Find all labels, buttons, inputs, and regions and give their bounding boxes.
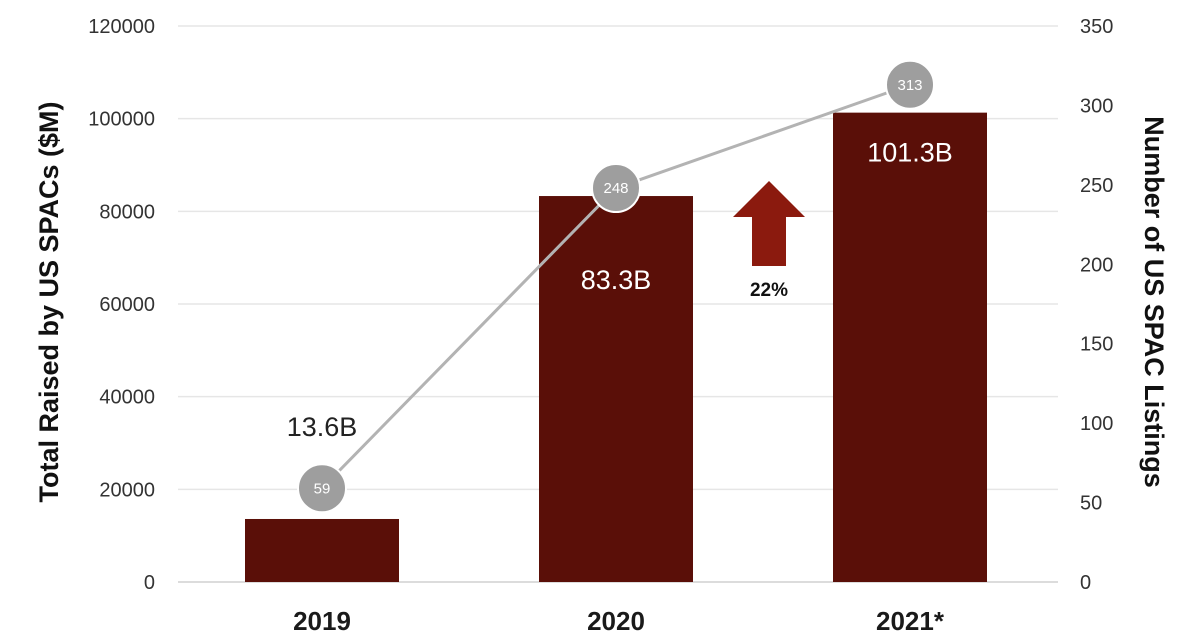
left-axis-ticks: 0 20000 40000 60000 80000 100000 120000 (88, 16, 155, 594)
bar (539, 196, 693, 582)
line-point (297, 463, 347, 514)
up-arrow-icon (733, 181, 805, 266)
category-labels: 2019 2020 2021* (293, 606, 945, 636)
right-tick-label: 0 (1080, 572, 1091, 594)
left-tick-label: 0 (144, 572, 155, 594)
left-axis-title: Total Raised by US SPACs ($M) (34, 101, 64, 502)
line-series: 59 248 313 (297, 59, 935, 514)
category-label: 2020 (587, 606, 645, 636)
bar (245, 518, 399, 582)
category-label: 2021* (876, 606, 945, 636)
bar-data-label: 101.3B (867, 138, 953, 168)
line-point-label: 248 (603, 180, 628, 197)
right-tick-label: 100 (1080, 413, 1113, 435)
line-point (591, 163, 641, 214)
bar-data-label: 83.3B (581, 265, 652, 295)
bar (833, 112, 987, 582)
bar-data-labels: 13.6B 83.3B 101.3B (287, 138, 953, 442)
right-axis-ticks: 0 50 100 150 200 250 300 350 (1080, 16, 1113, 594)
right-tick-label: 150 (1080, 334, 1113, 356)
left-tick-label: 80000 (99, 201, 155, 223)
left-tick-label: 40000 (99, 387, 155, 409)
category-label: 2019 (293, 606, 351, 636)
line-point-label: 313 (897, 77, 922, 94)
line-point-label: 59 (314, 480, 331, 497)
bar-data-label: 13.6B (287, 412, 358, 442)
right-tick-label: 50 (1080, 493, 1102, 515)
right-tick-label: 350 (1080, 16, 1113, 38)
growth-annotation: 22% (733, 181, 805, 301)
left-tick-label: 100000 (88, 109, 155, 131)
right-tick-label: 200 (1080, 254, 1113, 276)
growth-percent-label: 22% (750, 280, 788, 301)
right-tick-label: 300 (1080, 95, 1113, 117)
right-axis-title: Number of US SPAC Listings (1139, 116, 1169, 488)
left-tick-label: 60000 (99, 294, 155, 316)
right-tick-label: 250 (1080, 175, 1113, 197)
left-tick-label: 20000 (99, 479, 155, 501)
left-tick-label: 120000 (88, 16, 155, 38)
line-point (885, 59, 935, 110)
bar-series (245, 112, 987, 582)
